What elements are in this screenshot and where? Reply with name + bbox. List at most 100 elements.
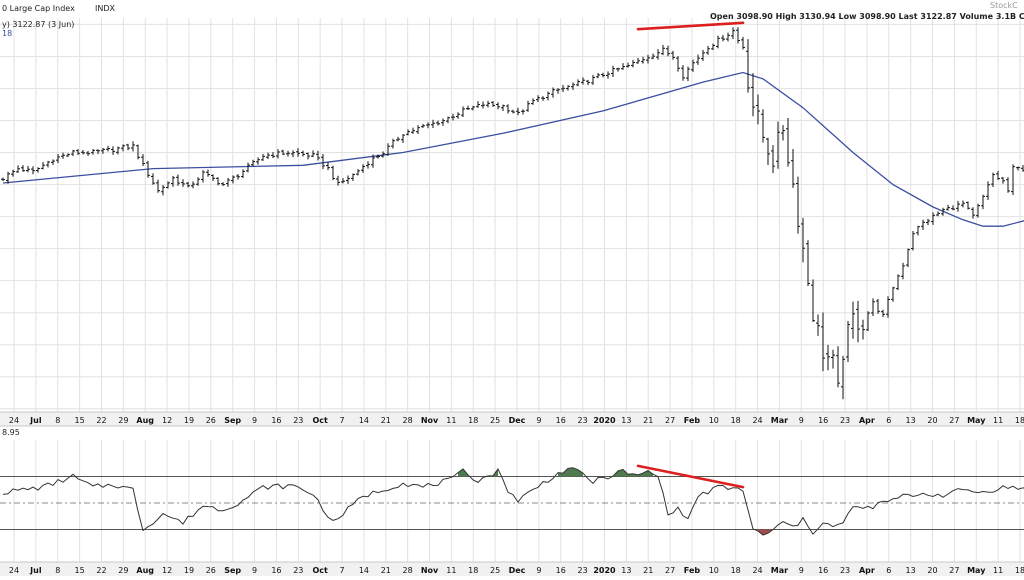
x-tick-label-top: 23	[840, 416, 850, 425]
x-tick-label-bottom: 13	[621, 566, 631, 575]
x-tick-label-bottom: 23	[840, 566, 850, 575]
price-bar	[546, 91, 550, 101]
price-bar	[226, 177, 230, 187]
price-bar	[606, 71, 610, 79]
price-bar	[436, 120, 440, 126]
overbought-fill	[613, 469, 653, 477]
price-bar	[336, 175, 340, 186]
price-bar	[171, 175, 175, 187]
price-bar	[876, 298, 880, 314]
x-tick-label-top: Mar	[771, 416, 788, 425]
price-bar	[496, 102, 500, 110]
price-bar	[541, 96, 545, 101]
price-bar	[46, 160, 50, 168]
price-bar	[971, 207, 975, 219]
price-bar	[951, 205, 955, 211]
indicator-fills	[458, 467, 773, 536]
price-bar	[581, 77, 585, 85]
x-tick-label-bottom: 18	[731, 566, 741, 575]
price-bars-layer	[1, 27, 1024, 400]
price-bar	[1006, 177, 1010, 193]
price-bar	[381, 151, 385, 158]
price-bar	[716, 35, 720, 49]
price-bar	[486, 100, 490, 108]
price-bar	[1016, 166, 1020, 171]
price-bar	[311, 150, 315, 158]
x-tick-label-top: 7	[339, 416, 344, 425]
price-bar	[201, 170, 205, 183]
price-bar	[31, 166, 35, 175]
price-bar	[211, 174, 215, 181]
price-bar	[96, 149, 100, 155]
price-panel-bg	[0, 18, 1024, 412]
price-bar	[421, 123, 425, 128]
price-bar	[356, 169, 360, 176]
price-annotation-layer	[636, 21, 745, 31]
price-bar	[1021, 164, 1024, 172]
x-axis-ticks-bottom: 24 Jul 8 15 22 29 Aug 12 19 26 Sep 9 16 23 Oct 7 14 21 28 N…	[9, 566, 1024, 575]
price-bar	[661, 45, 665, 56]
price-bar	[651, 53, 655, 60]
price-bar	[11, 169, 15, 177]
indicator-line-layer	[2, 467, 1024, 536]
x-tick-label-bottom: 21	[643, 566, 653, 575]
price-bar	[736, 27, 740, 44]
price-bar	[676, 56, 680, 72]
price-bar	[221, 182, 225, 186]
price-bar	[526, 100, 530, 112]
overlay-sublabel: 18	[2, 29, 12, 38]
price-bar	[906, 248, 910, 268]
x-tick-label-top: 11	[993, 416, 1003, 425]
price-bar	[186, 181, 190, 188]
ohlc-readout: Open 3098.90 High 3130.94 Low 3098.90 La…	[710, 12, 1024, 21]
price-bar	[586, 79, 590, 86]
price-bar	[561, 84, 565, 92]
price-bar	[996, 170, 1000, 180]
x-tick-label-bottom: Oct	[312, 566, 328, 575]
indicator-annotation-layer	[636, 464, 745, 489]
price-bar	[296, 148, 300, 157]
price-bar	[841, 355, 845, 400]
x-tick-label-top: 24	[9, 416, 19, 425]
price-bar	[616, 67, 620, 72]
x-tick-label-top: 18	[731, 416, 741, 425]
price-bar	[106, 145, 110, 152]
price-bar	[346, 175, 350, 184]
price-bar	[626, 62, 630, 68]
x-tick-label-top: Dec	[509, 416, 526, 425]
price-trendline	[636, 21, 745, 31]
price-bar	[636, 58, 640, 64]
x-tick-label-top: 25	[490, 416, 500, 425]
price-bar	[516, 107, 520, 116]
x-tick-label-bottom: Aug	[136, 566, 154, 575]
x-axis-ticks-top: 24 Jul 8 15 22 29 Aug 12 19 26 Sep 9 16 23 Oct 7 14 21 28 N…	[9, 416, 1024, 425]
price-bar	[721, 34, 725, 42]
price-bar	[891, 286, 895, 302]
price-bar	[826, 344, 830, 371]
price-bar	[416, 125, 420, 135]
x-tick-label-bottom: 2020	[593, 566, 616, 575]
price-bar	[656, 49, 660, 60]
x-tick-label-bottom: Mar	[771, 566, 788, 575]
price-bar	[426, 122, 430, 129]
price-bar	[671, 50, 675, 60]
x-tick-label-bottom: 11	[446, 566, 456, 575]
x-tick-label-top: Sep	[224, 416, 241, 425]
price-bar	[646, 54, 650, 64]
price-bar	[411, 127, 415, 134]
price-bar	[256, 157, 260, 165]
price-bar	[241, 169, 245, 179]
price-bar	[176, 174, 180, 186]
price-bar	[251, 159, 255, 167]
x-tick-label-bottom: 29	[118, 566, 128, 575]
price-bar	[696, 54, 700, 65]
price-bar	[1001, 177, 1005, 184]
x-tick-label-bottom: Apr	[859, 566, 875, 575]
overlay-label: y) 3122.87 (3 Jun)	[2, 20, 74, 29]
price-bar	[821, 312, 825, 372]
price-bar	[56, 153, 60, 164]
x-tick-label-top: 23	[578, 416, 588, 425]
x-tick-label-top: Feb	[684, 416, 701, 425]
price-bar	[831, 349, 835, 369]
x-tick-label-top: 9	[252, 416, 257, 425]
